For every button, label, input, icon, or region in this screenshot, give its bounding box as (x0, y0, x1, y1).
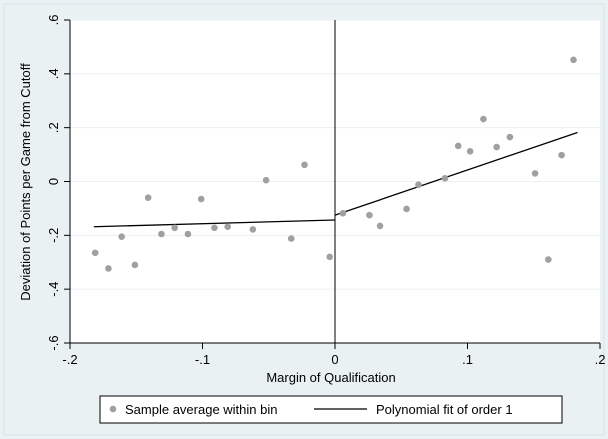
data-point (197, 195, 205, 203)
data-point (454, 142, 462, 150)
y-tick-label: -.4 (46, 282, 61, 297)
legend-label-line: Polynomial fit of order 1 (376, 402, 513, 417)
x-tick-label: -.1 (195, 352, 210, 367)
data-point (249, 226, 257, 233)
data-point (339, 209, 347, 217)
data-point (558, 151, 565, 159)
x-tick-label: .1 (462, 352, 473, 367)
data-point (466, 148, 474, 155)
data-point (326, 253, 334, 261)
legend-label-scatter: Sample average within bin (125, 402, 277, 417)
data-point (211, 224, 218, 232)
data-point (184, 230, 192, 238)
fit-line-segment (93, 219, 336, 228)
y-tick-label: .4 (46, 68, 61, 79)
data-point (545, 256, 552, 263)
data-point (376, 222, 384, 230)
x-axis-title: Margin of Qualification (266, 370, 395, 385)
data-point (158, 230, 165, 238)
data-point (403, 205, 410, 213)
x-tick-label: -.2 (62, 352, 77, 367)
data-point (441, 174, 449, 182)
data-point (493, 143, 500, 151)
data-point (506, 133, 514, 141)
data-point (262, 176, 270, 184)
data-point (415, 181, 422, 189)
y-tick-label: .2 (46, 122, 61, 133)
data-point (105, 265, 112, 272)
data-point (366, 211, 373, 219)
data-point (144, 194, 152, 201)
axes: -.6 -.4 -.2 0 .2 .4 .6 -.2 -.1 0 .1 .2 (46, 15, 605, 367)
data-layer (91, 20, 578, 343)
data-point (224, 223, 231, 231)
data-point (287, 235, 295, 242)
data-point (301, 161, 308, 169)
x-tick-label: 0 (331, 352, 338, 367)
y-tick-label: -.6 (46, 335, 61, 350)
fit-line-segment (334, 131, 578, 216)
data-point (91, 249, 99, 257)
data-point (131, 261, 139, 269)
data-point (570, 56, 577, 64)
y-tick-label: -.2 (46, 228, 61, 243)
y-tick-label: .6 (46, 15, 61, 26)
legend-marker-scatter (109, 405, 117, 413)
x-tick-label: .2 (595, 352, 606, 367)
y-axis-title: Deviation of Points per Game from Cutoff (18, 63, 33, 301)
y-tick-label: 0 (46, 178, 61, 185)
data-point (171, 224, 178, 232)
data-point (531, 170, 539, 177)
legend: Sample average within bin Polynomial fit… (99, 395, 563, 424)
data-point (118, 233, 125, 240)
data-point (480, 115, 487, 123)
